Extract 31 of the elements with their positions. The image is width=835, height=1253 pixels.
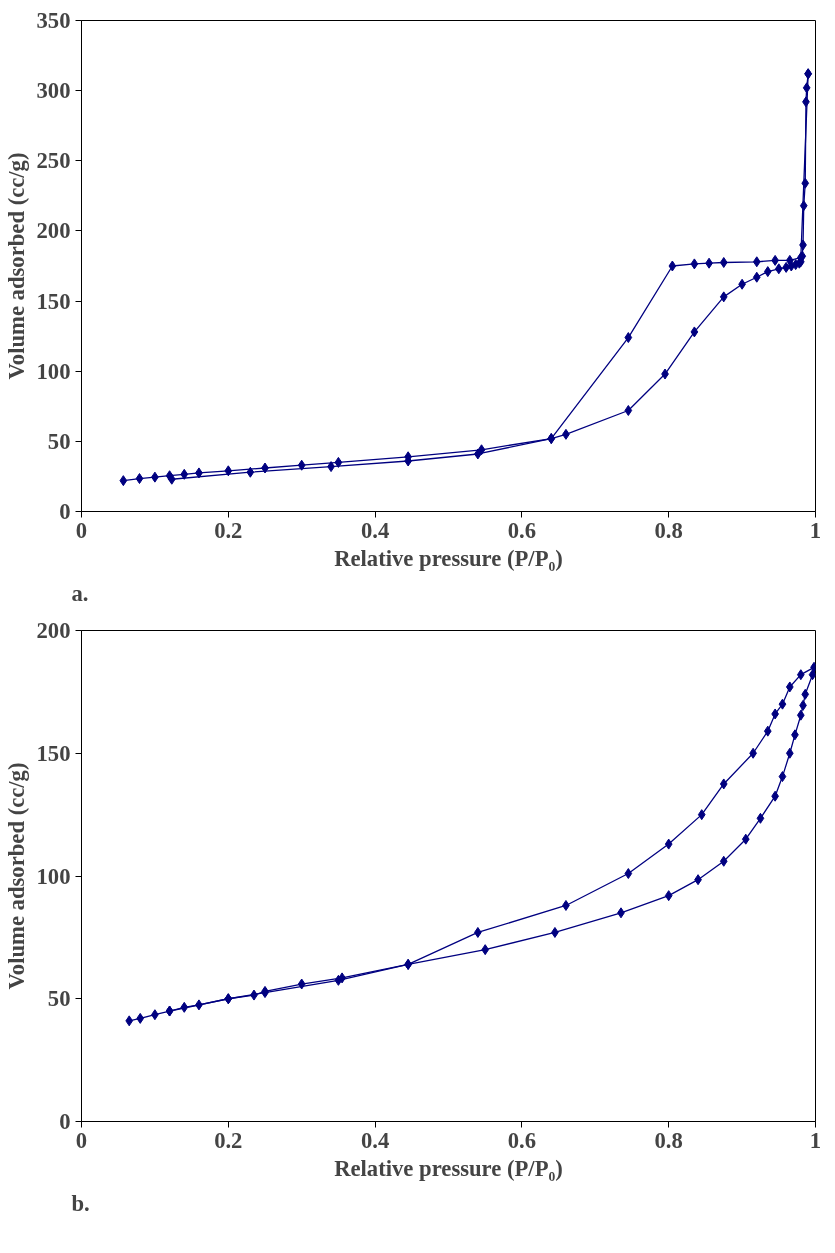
x-tick-label: 0 <box>75 517 88 543</box>
y-tick-label: 100 <box>36 358 71 384</box>
x-tick-label: 0.6 <box>507 1127 537 1153</box>
x-tick-label: 0 <box>75 1127 88 1153</box>
text: b. <box>71 1190 90 1216</box>
x-tick-label: 1 <box>809 1127 822 1153</box>
x-axis-title: Relative pressure (P/P₀) <box>334 1155 563 1181</box>
x-tick-label: 0.8 <box>654 517 683 543</box>
y-axis-title: Volume adsorbed (cc/g) <box>3 152 29 380</box>
y-tick-label: 350 <box>36 8 71 33</box>
y-tick-label: 150 <box>36 740 71 766</box>
x-tick-label: 0.6 <box>507 517 537 543</box>
text: a. <box>71 580 89 606</box>
x-tick-label: 0.4 <box>360 517 390 543</box>
x-tick-label: 0.2 <box>214 1127 243 1153</box>
y-tick-label: 0 <box>59 1109 71 1134</box>
x-tick-label: 1 <box>809 517 822 543</box>
y-tick-label: 100 <box>36 863 71 889</box>
y-tick-label: 250 <box>36 148 71 174</box>
y-tick-label: 150 <box>36 288 71 314</box>
x-axis-title: Relative pressure (P/P₀) <box>334 545 563 571</box>
x-tick-label: 0.8 <box>654 1127 683 1153</box>
x-tick-label: 0.2 <box>214 517 243 543</box>
y-tick-label: 50 <box>47 428 71 454</box>
y-tick-label: 200 <box>36 218 71 244</box>
y-axis-title: Volume adsorbed (cc/g) <box>3 762 29 990</box>
y-tick-label: 0 <box>59 499 71 524</box>
y-tick-label: 300 <box>36 78 71 104</box>
y-tick-label: 50 <box>47 986 71 1012</box>
x-tick-label: 0.4 <box>360 1127 390 1153</box>
y-tick-label: 200 <box>36 618 71 643</box>
